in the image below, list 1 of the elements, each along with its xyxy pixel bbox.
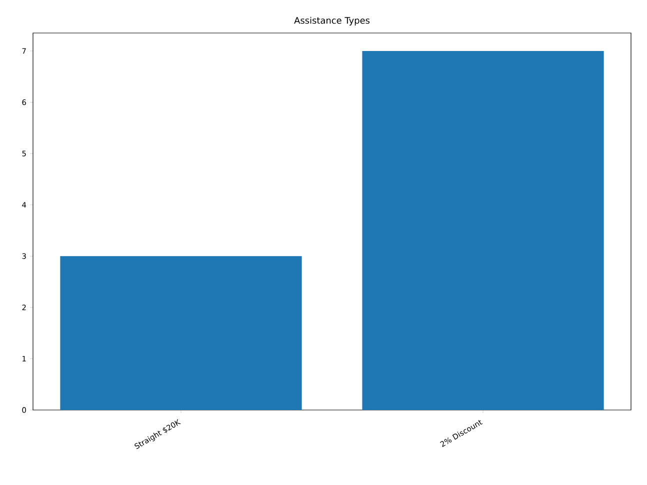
chart-title: Assistance Types (294, 16, 370, 26)
